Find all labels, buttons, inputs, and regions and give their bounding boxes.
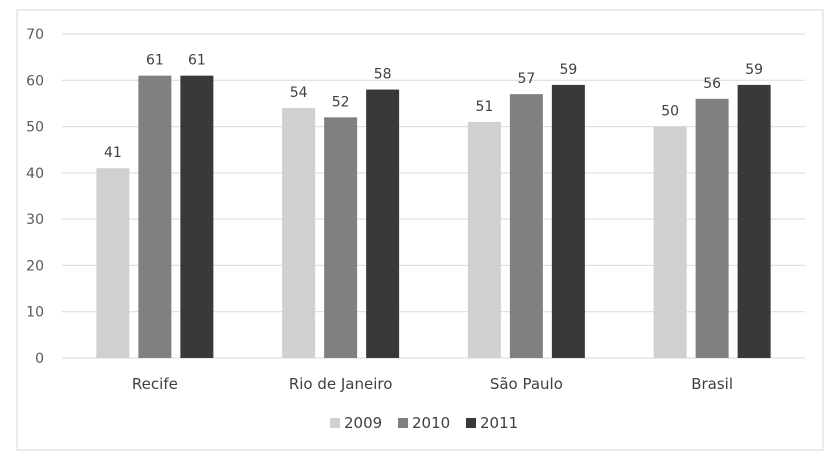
legend-swatch-2011 — [466, 418, 476, 428]
bar-2009-3 — [653, 126, 687, 358]
y-tick-label: 30 — [26, 212, 44, 228]
bar-2011-2 — [551, 84, 585, 359]
bar-2010-1 — [324, 117, 358, 358]
bar-2010-0 — [138, 75, 172, 359]
y-axis-ticks: 0 10 20 30 40 50 60 70 — [26, 27, 44, 367]
data-label-2011-2: 59 — [559, 62, 577, 78]
data-label-2009-0: 41 — [104, 145, 122, 161]
category-label: São Paulo — [490, 375, 563, 393]
data-label-2010-3: 56 — [703, 76, 721, 92]
data-label-2011-0: 61 — [188, 53, 206, 69]
legend-label-2010: 2010 — [412, 414, 450, 432]
bar-2011-3 — [737, 84, 771, 359]
data-label-2011-1: 58 — [374, 67, 392, 83]
data-label-2010-0: 61 — [146, 53, 164, 69]
data-label-2011-3: 59 — [745, 62, 763, 78]
y-tick-label: 0 — [35, 351, 44, 367]
y-tick-label: 60 — [26, 73, 44, 89]
bar-2011-0 — [180, 75, 214, 359]
legend-swatch-2010 — [398, 418, 408, 428]
x-axis-categories: Recife Rio de Janeiro São Paulo Brasil — [132, 375, 733, 393]
category-label: Brasil — [691, 375, 733, 393]
y-tick-label: 50 — [26, 120, 44, 136]
legend-label-2011: 2011 — [480, 414, 518, 432]
data-label-2009-3: 50 — [661, 104, 679, 120]
bar-2009-0 — [96, 168, 130, 358]
legend-label-2009: 2009 — [344, 414, 382, 432]
bar-2009-1 — [282, 108, 316, 358]
legend: 2009 2010 2011 — [330, 414, 518, 432]
data-label-2009-1: 54 — [290, 85, 308, 101]
bar-2011-1 — [366, 89, 400, 359]
category-label: Recife — [132, 375, 178, 393]
y-tick-label: 40 — [26, 166, 44, 182]
bar-2009-2 — [467, 121, 501, 358]
y-tick-label: 70 — [26, 27, 44, 43]
data-label-2010-2: 57 — [517, 71, 535, 87]
y-tick-label: 20 — [26, 258, 44, 274]
bar-2010-3 — [695, 98, 729, 359]
data-labels: 41 61 61 54 52 58 51 57 59 50 56 59 — [104, 53, 763, 162]
category-label: Rio de Janeiro — [289, 375, 393, 393]
data-label-2009-2: 51 — [475, 99, 493, 115]
bar-2010-2 — [509, 94, 543, 359]
y-tick-label: 10 — [26, 305, 44, 321]
data-label-2010-1: 52 — [332, 94, 350, 110]
legend-swatch-2009 — [330, 418, 340, 428]
bars — [96, 75, 771, 359]
